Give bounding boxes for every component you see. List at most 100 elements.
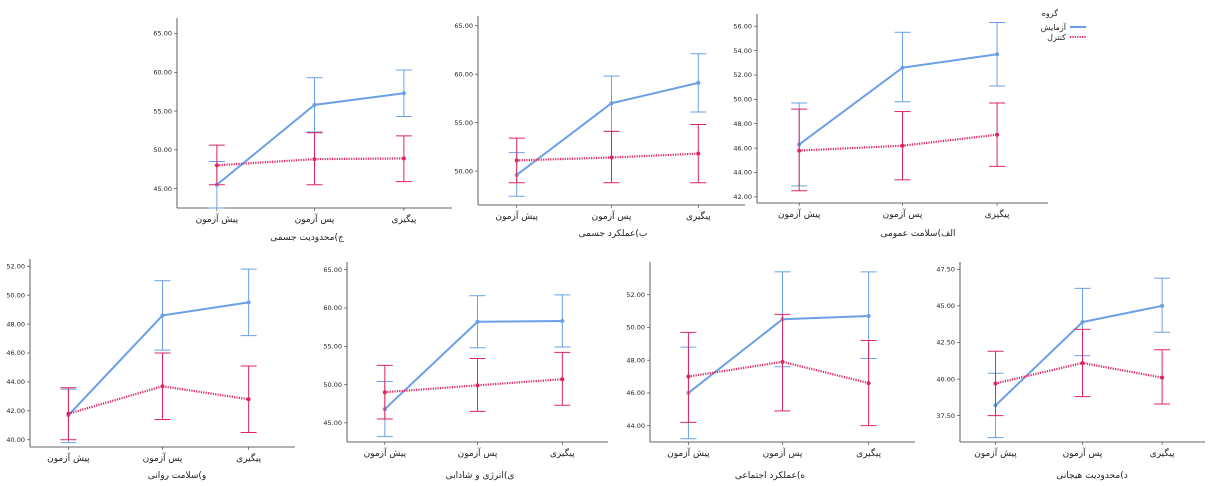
data-point bbox=[514, 158, 519, 163]
data-point bbox=[797, 148, 802, 153]
data-point bbox=[995, 52, 1000, 57]
x-axis-title: ب)عملکرد جسمی bbox=[579, 229, 648, 239]
series-line bbox=[67, 301, 249, 416]
data-point bbox=[900, 65, 905, 70]
series-control bbox=[376, 351, 571, 420]
data-point bbox=[1080, 320, 1085, 324]
data-point bbox=[866, 314, 871, 318]
y-tick-label: 65.00 bbox=[323, 266, 342, 274]
series-control bbox=[508, 124, 707, 184]
chart-panel-3: 42.00 44.00 46.00 48.00 50.00 52.00 54.00 56.00… bbox=[733, 14, 1048, 239]
x-tick-label: پس آزمون bbox=[143, 452, 183, 464]
data-point bbox=[312, 102, 317, 107]
data-point bbox=[66, 411, 71, 416]
data-point bbox=[1080, 360, 1085, 365]
series-line bbox=[516, 81, 699, 176]
x-tick-label: پس آزمون bbox=[1063, 447, 1103, 459]
x-tick-label: پیش آزمون bbox=[667, 447, 710, 459]
y-tick-label: 42.00 bbox=[733, 193, 752, 201]
y-tick-label: 45.00 bbox=[323, 419, 342, 427]
y-tick-label: 52.00 bbox=[626, 291, 645, 299]
x-tick-label: پیش آزمون bbox=[364, 447, 407, 459]
data-point bbox=[900, 143, 905, 148]
data-point bbox=[609, 101, 614, 106]
x-tick-label: پیگیری bbox=[985, 208, 1010, 220]
data-point bbox=[686, 374, 691, 379]
y-tick-label: 65.00 bbox=[153, 30, 172, 38]
data-point bbox=[1160, 303, 1165, 308]
y-tick-label: 50.00 bbox=[153, 146, 172, 154]
chart-panel-2: 50.00 55.00 60.00 65.00 پیش آزمون پس آزمون پیگ… bbox=[454, 16, 745, 239]
data-point bbox=[475, 383, 480, 388]
series-control bbox=[208, 132, 412, 186]
x-axis-title: ج)محدودیت جسمی bbox=[270, 233, 344, 243]
y-tick-label: 48.00 bbox=[6, 320, 25, 328]
y-tick-label: 45.00 bbox=[936, 302, 955, 310]
data-point bbox=[246, 397, 251, 402]
y-tick-label: 44.00 bbox=[6, 378, 25, 386]
series-experiment bbox=[791, 22, 1006, 187]
data-point bbox=[780, 359, 785, 364]
series-line bbox=[688, 360, 869, 385]
y-tick-label: 55.00 bbox=[323, 342, 342, 350]
y-tick-label: 50.00 bbox=[6, 291, 25, 299]
y-tick-label: 52.00 bbox=[733, 71, 752, 79]
y-tick-label: 48.00 bbox=[626, 356, 645, 364]
x-tick-label: پیش آزمون bbox=[47, 452, 90, 464]
y-tick-label: 65.00 bbox=[454, 22, 473, 30]
data-point bbox=[993, 381, 998, 386]
data-point bbox=[696, 151, 701, 156]
series-experiment bbox=[60, 268, 257, 444]
data-point bbox=[382, 390, 387, 395]
x-tick-label: پیگیری bbox=[236, 452, 261, 464]
series-line bbox=[384, 319, 563, 410]
series-experiment bbox=[376, 294, 571, 438]
series-control bbox=[987, 328, 1171, 417]
y-tick-label: 52.00 bbox=[6, 262, 25, 270]
y-tick-label: 50.00 bbox=[323, 381, 342, 389]
data-point bbox=[160, 384, 165, 389]
series-line bbox=[799, 133, 998, 152]
y-tick-label: 40.00 bbox=[6, 436, 25, 444]
y-tick-label: 50.00 bbox=[626, 324, 645, 332]
y-tick-label: 44.00 bbox=[626, 422, 645, 430]
x-tick-label: پس آزمون bbox=[295, 213, 335, 225]
series-line bbox=[68, 385, 249, 415]
data-point bbox=[312, 157, 317, 162]
y-tick-label: 47.50 bbox=[936, 266, 955, 274]
x-axis-title: ی)انرژی و شادابی bbox=[446, 471, 515, 481]
series-line bbox=[516, 152, 699, 162]
data-point bbox=[1160, 375, 1165, 380]
y-tick-label: 54.00 bbox=[733, 47, 752, 55]
series-control bbox=[60, 352, 257, 441]
data-point bbox=[560, 318, 565, 323]
data-point bbox=[475, 319, 480, 324]
data-point bbox=[214, 163, 219, 168]
y-tick-label: 50.00 bbox=[454, 167, 473, 175]
x-tick-label: پس آزمون bbox=[883, 208, 923, 220]
data-point bbox=[560, 377, 565, 382]
data-point bbox=[246, 300, 251, 305]
data-point bbox=[696, 80, 701, 85]
y-tick-label: 60.00 bbox=[323, 304, 342, 312]
data-point bbox=[609, 155, 614, 160]
x-axis-title: و)سلامت روانی bbox=[148, 471, 207, 481]
y-tick-label: 55.00 bbox=[153, 107, 172, 115]
chart-panel-5: 45.00 50.00 55.00 60.00 65.00 پیش آزمون پس آزم… bbox=[323, 262, 608, 481]
y-tick-label: 50.00 bbox=[733, 96, 752, 104]
legend-label: آزمایش bbox=[1041, 22, 1067, 32]
series-control bbox=[680, 313, 877, 427]
series-experiment bbox=[987, 277, 1171, 439]
data-point bbox=[866, 381, 871, 386]
y-tick-label: 60.00 bbox=[153, 68, 172, 76]
y-tick-label: 56.00 bbox=[733, 22, 752, 30]
x-tick-label: پیگیری bbox=[686, 210, 711, 222]
y-tick-label: 46.00 bbox=[6, 349, 25, 357]
data-point bbox=[160, 313, 165, 318]
series-line bbox=[384, 378, 563, 394]
y-tick-label: 60.00 bbox=[454, 70, 473, 78]
chart-panel-6: 44.00 46.00 48.00 50.00 52.00 پیش آزمون پس آزم… bbox=[626, 262, 915, 481]
x-tick-label: پیگیری bbox=[391, 213, 416, 225]
